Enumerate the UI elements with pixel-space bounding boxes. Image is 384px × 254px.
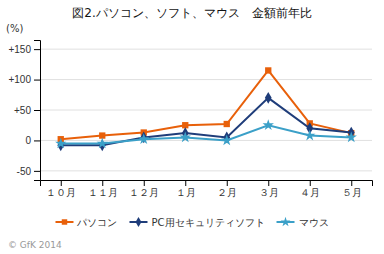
series <box>55 119 357 148</box>
grid-line <box>40 79 372 80</box>
point <box>265 92 272 104</box>
x-tick-mark <box>61 180 62 186</box>
y-tick: -50 <box>17 166 40 177</box>
x-tick-mark <box>227 180 228 186</box>
line <box>61 98 352 145</box>
x-tick-label: ４月 <box>300 187 320 198</box>
x-tick-label: ５月 <box>342 187 362 198</box>
x-tick: ２月 <box>217 180 237 198</box>
legend-label: パソコン <box>76 217 117 228</box>
line <box>61 70 352 139</box>
x-tick-mark <box>310 180 311 186</box>
point <box>138 133 149 144</box>
x-tick: ３月 <box>259 180 279 198</box>
grid-line <box>40 140 372 141</box>
grid-line <box>40 49 372 50</box>
legend-marker <box>281 217 291 226</box>
y-axis: -50 0 +50 +100 +150 <box>8 41 40 181</box>
x-tick-label: １１月 <box>88 187 118 198</box>
x-tick-label: １月 <box>176 187 196 198</box>
x-tick-mark <box>144 180 145 186</box>
y-axis-label: (%) <box>6 23 23 34</box>
grid-line <box>40 170 372 171</box>
y-tick-mark <box>34 110 40 111</box>
y-axis-line <box>34 41 41 181</box>
point <box>346 131 357 142</box>
y-tick-mark <box>34 140 40 141</box>
y-tick-mark <box>34 49 40 50</box>
y-tick-label: +150 <box>8 44 31 55</box>
y-tick-label: +100 <box>8 74 31 85</box>
plot-area: -50 0 +50 +100 +150 １０月 １１月 １２月 １月 ２月 ３月 ４月 ５月 <box>8 41 372 199</box>
x-tick: １１月 <box>88 180 118 198</box>
title: 図2.パソコン、ソフト、マウス 金額前年比 <box>72 6 311 20</box>
y-tick: +50 <box>14 105 40 116</box>
y-tick-label: -50 <box>17 166 32 177</box>
point <box>224 121 230 127</box>
grid-line <box>40 110 372 111</box>
line <box>61 125 352 143</box>
x-tick-mark <box>351 180 352 186</box>
x-tick-label: ３月 <box>259 187 279 198</box>
annotation: © GfK 2014 <box>8 240 62 250</box>
point <box>304 130 315 141</box>
point <box>263 119 274 130</box>
legend-label: マウス <box>299 217 329 228</box>
y-tick: +100 <box>8 74 40 85</box>
x-tick: １月 <box>176 180 196 198</box>
x-tick: １０月 <box>46 180 76 198</box>
x-tick: ５月 <box>342 180 362 198</box>
legend-label: PC用セキュリティソフト <box>151 217 264 228</box>
legend: パソコン PC用セキュリティソフト マウス <box>55 217 328 228</box>
legend-item: マウス <box>277 217 329 228</box>
legend-marker <box>62 219 67 224</box>
y-tick-label: +50 <box>14 105 31 116</box>
x-tick-label: １２月 <box>129 187 159 198</box>
x-tick: １２月 <box>129 180 159 198</box>
point <box>97 138 108 149</box>
x-axis-line <box>41 181 373 187</box>
x-tick-label: １０月 <box>46 187 76 198</box>
y-tick-label: 0 <box>25 135 31 146</box>
x-tick-mark <box>185 180 186 186</box>
legend-marker <box>136 217 142 227</box>
x-tick-mark <box>268 180 269 186</box>
point <box>55 138 66 149</box>
series <box>58 67 355 142</box>
point <box>221 134 232 145</box>
x-axis: １０月 １１月 １２月 １月 ２月 ３月 ４月 ５月 <box>41 180 373 198</box>
grid <box>40 49 372 171</box>
y-tick-mark <box>34 171 40 172</box>
x-tick: ４月 <box>300 180 320 198</box>
y-tick-mark <box>34 80 40 81</box>
x-tick-mark <box>102 180 103 186</box>
x-tick-label: ２月 <box>217 187 237 198</box>
legend-item: PC用セキュリティソフト <box>129 217 264 228</box>
legend-item: パソコン <box>55 217 117 228</box>
series <box>57 92 354 151</box>
marks <box>55 67 357 151</box>
chart: -50 0 +50 +100 +150 １０月 １１月 １２月 １月 ２月 ３月 ４月 ５月 図2.パソコ… <box>0 0 384 254</box>
y-tick: 0 <box>25 135 40 146</box>
y-tick: +150 <box>8 44 40 55</box>
point <box>265 67 271 73</box>
point <box>180 131 191 142</box>
